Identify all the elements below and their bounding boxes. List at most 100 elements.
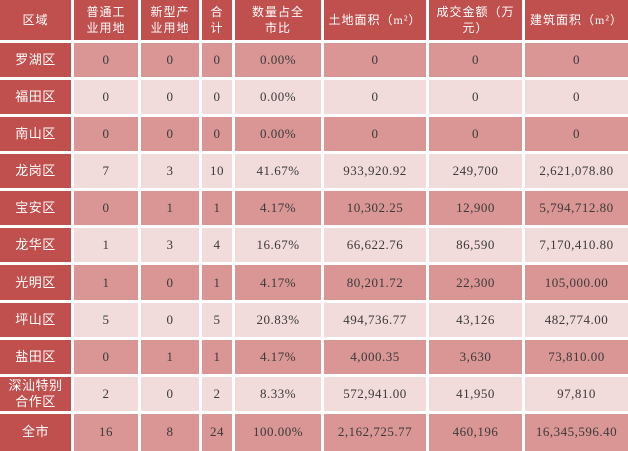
value-cell: 5	[74, 302, 141, 340]
value-cell: 0.00%	[235, 43, 324, 81]
value-cell: 0	[202, 80, 235, 118]
region-label: 光明区	[0, 265, 74, 303]
value-cell: 97,810	[525, 376, 628, 414]
value-cell: 0	[74, 43, 141, 81]
value-cell: 10,302.25	[324, 191, 429, 229]
value-cell: 2	[74, 376, 141, 414]
value-cell: 16,345,596.40	[525, 413, 628, 451]
value-cell: 16.67%	[235, 228, 324, 266]
value-cell: 0.00%	[235, 117, 324, 155]
value-cell: 12,900	[429, 191, 525, 229]
value-cell: 0	[202, 117, 235, 155]
value-cell: 0	[429, 80, 525, 118]
value-cell: 4	[202, 228, 235, 266]
column-header: 成交金额（万 元）	[429, 0, 525, 43]
value-cell: 8	[141, 413, 202, 451]
value-cell: 572,941.00	[324, 376, 429, 414]
region-label: 龙岗区	[0, 154, 74, 192]
value-cell: 0	[429, 117, 525, 155]
value-cell: 1	[202, 191, 235, 229]
value-cell: 5	[202, 302, 235, 340]
value-cell: 0	[202, 43, 235, 81]
value-cell: 1	[74, 228, 141, 266]
region-label: 福田区	[0, 80, 74, 118]
region-label: 深汕特别 合作区	[0, 376, 74, 414]
value-cell: 0	[141, 265, 202, 303]
value-cell: 0	[525, 43, 628, 81]
table-row: 光明区 1 0 1 4.17% 80,201.72 22,300 105,000.00	[0, 265, 628, 303]
table-row: 龙岗区 7 3 10 41.67% 933,920.92 249,700 2,621,078.…	[0, 154, 628, 192]
value-cell: 4.17%	[235, 191, 324, 229]
table-row: 南山区 0 0 0 0.00% 0 0 0	[0, 117, 628, 155]
value-cell: 0	[324, 117, 429, 155]
value-cell: 0	[429, 43, 525, 81]
value-cell: 24	[202, 413, 235, 451]
value-cell: 933,920.92	[324, 154, 429, 192]
value-cell: 249,700	[429, 154, 525, 192]
value-cell: 0	[141, 302, 202, 340]
value-cell: 1	[202, 339, 235, 377]
value-cell: 2	[202, 376, 235, 414]
value-cell: 105,000.00	[525, 265, 628, 303]
value-cell: 2,621,078.80	[525, 154, 628, 192]
value-cell: 0	[324, 80, 429, 118]
table-row: 全市 16 8 24 100.00% 2,162,725.77 460,196 16,345,…	[0, 413, 628, 451]
value-cell: 0	[141, 376, 202, 414]
value-cell: 73,810.00	[525, 339, 628, 377]
value-cell: 0	[74, 117, 141, 155]
value-cell: 0	[74, 339, 141, 377]
value-cell: 20.83%	[235, 302, 324, 340]
value-cell: 0	[74, 80, 141, 118]
region-label: 盐田区	[0, 339, 74, 377]
value-cell: 460,196	[429, 413, 525, 451]
column-header: 土地面积（m²）	[324, 0, 429, 43]
value-cell: 7,170,410.80	[525, 228, 628, 266]
value-cell: 43,126	[429, 302, 525, 340]
value-cell: 1	[74, 265, 141, 303]
value-cell: 100.00%	[235, 413, 324, 451]
value-cell: 80,201.72	[324, 265, 429, 303]
table-body: 罗湖区 0 0 0 0.00% 0 0 0 福田区 0 0 0 0.00% 0 0 0 南山区 0 0 0 0.00% 0…	[0, 43, 628, 451]
table-row: 罗湖区 0 0 0 0.00% 0 0 0	[0, 43, 628, 81]
region-label: 坪山区	[0, 302, 74, 340]
value-cell: 8.33%	[235, 376, 324, 414]
value-cell: 0	[141, 117, 202, 155]
value-cell: 41.67%	[235, 154, 324, 192]
column-header: 数量占全 市比	[235, 0, 324, 43]
table-row: 龙华区 1 3 4 16.67% 66,622.76 86,590 7,170,410.80	[0, 228, 628, 266]
table-row: 福田区 0 0 0 0.00% 0 0 0	[0, 80, 628, 118]
value-cell: 0	[74, 191, 141, 229]
value-cell: 1	[141, 339, 202, 377]
value-cell: 0	[324, 43, 429, 81]
value-cell: 10	[202, 154, 235, 192]
value-cell: 86,590	[429, 228, 525, 266]
table-row: 盐田区 0 1 1 4.17% 4,000.35 3,630 73,810.00	[0, 339, 628, 377]
region-label: 宝安区	[0, 191, 74, 229]
column-header: 合 计	[202, 0, 235, 43]
value-cell: 22,300	[429, 265, 525, 303]
value-cell: 3	[141, 228, 202, 266]
value-cell: 7	[74, 154, 141, 192]
value-cell: 1	[202, 265, 235, 303]
value-cell: 3,630	[429, 339, 525, 377]
region-label: 全市	[0, 413, 74, 451]
value-cell: 16	[74, 413, 141, 451]
value-cell: 0	[525, 80, 628, 118]
column-header: 新型产 业用地	[141, 0, 202, 43]
value-cell: 66,622.76	[324, 228, 429, 266]
value-cell: 0	[525, 117, 628, 155]
value-cell: 3	[141, 154, 202, 192]
value-cell: 1	[141, 191, 202, 229]
value-cell: 494,736.77	[324, 302, 429, 340]
column-header: 区域	[0, 0, 74, 43]
region-label: 南山区	[0, 117, 74, 155]
column-header: 建筑面积（m²）	[525, 0, 628, 43]
value-cell: 5,794,712.80	[525, 191, 628, 229]
value-cell: 0.00%	[235, 80, 324, 118]
value-cell: 2,162,725.77	[324, 413, 429, 451]
value-cell: 4.17%	[235, 265, 324, 303]
value-cell: 41,950	[429, 376, 525, 414]
table-row: 宝安区 0 1 1 4.17% 10,302.25 12,900 5,794,712.80	[0, 191, 628, 229]
